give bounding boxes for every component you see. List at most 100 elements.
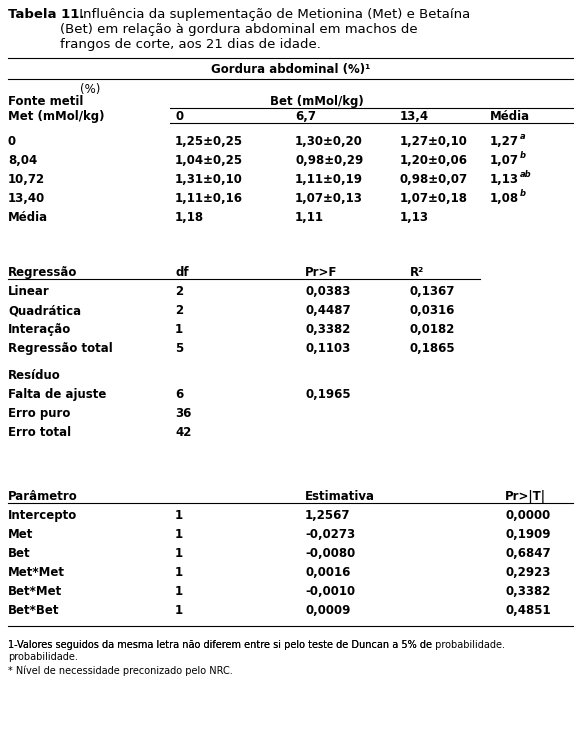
Text: probabilidade.: probabilidade. [8, 652, 78, 662]
Text: 1,13: 1,13 [400, 211, 429, 224]
Text: Regressão total: Regressão total [8, 342, 113, 355]
Text: 1: 1 [175, 585, 183, 598]
Text: -0,0080: -0,0080 [305, 547, 355, 560]
Text: 42: 42 [175, 426, 191, 439]
Text: 1,08: 1,08 [490, 192, 519, 205]
Text: Met*Met: Met*Met [8, 566, 65, 579]
Text: -0,0273: -0,0273 [305, 528, 355, 541]
Text: 0,0000: 0,0000 [505, 509, 550, 522]
Text: Pr>F: Pr>F [305, 266, 338, 279]
Text: b: b [520, 189, 526, 198]
Text: 0,2923: 0,2923 [505, 566, 550, 579]
Text: 1: 1 [175, 528, 183, 541]
Text: 6,7: 6,7 [295, 110, 316, 123]
Text: 2: 2 [175, 304, 183, 317]
Text: a: a [520, 132, 526, 141]
Text: 1,25±0,25: 1,25±0,25 [175, 135, 243, 148]
Text: 2: 2 [175, 285, 183, 298]
Text: 0,1367: 0,1367 [410, 285, 456, 298]
Text: Regressão: Regressão [8, 266, 77, 279]
Text: Erro total: Erro total [8, 426, 71, 439]
Text: R²: R² [410, 266, 424, 279]
Text: Parâmetro: Parâmetro [8, 490, 78, 503]
Text: 1,13: 1,13 [490, 173, 519, 186]
Text: frangos de corte, aos 21 dias de idade.: frangos de corte, aos 21 dias de idade. [60, 38, 321, 51]
Text: 1,20±0,06: 1,20±0,06 [400, 154, 468, 167]
Text: 0,1909: 0,1909 [505, 528, 551, 541]
Text: 0,4851: 0,4851 [505, 604, 551, 617]
Text: df: df [175, 266, 189, 279]
Text: Bet*Met: Bet*Met [8, 585, 62, 598]
Text: 1,27±0,10: 1,27±0,10 [400, 135, 468, 148]
Text: 0: 0 [8, 135, 16, 148]
Text: 1: 1 [175, 323, 183, 336]
Text: Intercepto: Intercepto [8, 509, 77, 522]
Text: 1: 1 [175, 604, 183, 617]
Text: Erro puro: Erro puro [8, 407, 70, 420]
Text: 0,3382: 0,3382 [305, 323, 350, 336]
Text: Gordura abdominal (%)¹: Gordura abdominal (%)¹ [211, 63, 370, 76]
Text: Linear: Linear [8, 285, 50, 298]
Text: 1-Valores seguidos da mesma letra não diferem entre si pelo teste de Duncan a 5%: 1-Valores seguidos da mesma letra não di… [8, 640, 432, 650]
Text: 1: 1 [175, 566, 183, 579]
Text: 0,4487: 0,4487 [305, 304, 350, 317]
Text: 13,40: 13,40 [8, 192, 45, 205]
Text: 1,18: 1,18 [175, 211, 204, 224]
Text: Interação: Interação [8, 323, 71, 336]
Text: Média: Média [8, 211, 48, 224]
Text: 5: 5 [175, 342, 183, 355]
Text: 0,0009: 0,0009 [305, 604, 350, 617]
Text: Influência da suplementação de Metionina (Met) e Betaína: Influência da suplementação de Metionina… [75, 8, 470, 21]
Text: 1,11±0,19: 1,11±0,19 [295, 173, 363, 186]
Text: 1,07±0,18: 1,07±0,18 [400, 192, 468, 205]
Text: 0,1965: 0,1965 [305, 388, 350, 401]
Text: 0,3382: 0,3382 [505, 585, 550, 598]
Text: Bet*Bet: Bet*Bet [8, 604, 59, 617]
Text: Met: Met [8, 528, 33, 541]
Text: 0,1865: 0,1865 [410, 342, 456, 355]
Text: 0,0316: 0,0316 [410, 304, 456, 317]
Text: 0,98±0,29: 0,98±0,29 [295, 154, 363, 167]
Text: 1,31±0,10: 1,31±0,10 [175, 173, 243, 186]
Text: Média: Média [490, 110, 530, 123]
Text: 0,1103: 0,1103 [305, 342, 350, 355]
Text: -0,0010: -0,0010 [305, 585, 355, 598]
Text: Resíduo: Resíduo [8, 369, 61, 382]
Text: * Nível de necessidade preconizado pelo NRC.: * Nível de necessidade preconizado pelo … [8, 665, 233, 676]
Text: (%): (%) [80, 83, 101, 96]
Text: b: b [520, 151, 526, 160]
Text: ab: ab [520, 170, 532, 179]
Text: 1,11: 1,11 [295, 211, 324, 224]
Text: 36: 36 [175, 407, 191, 420]
Text: 0,0383: 0,0383 [305, 285, 350, 298]
Text: Bet: Bet [8, 547, 31, 560]
Text: 13,4: 13,4 [400, 110, 429, 123]
Text: Estimativa: Estimativa [305, 490, 375, 503]
Text: 1,2567: 1,2567 [305, 509, 350, 522]
Text: Quadrática: Quadrática [8, 304, 81, 317]
Text: 1,11±0,16: 1,11±0,16 [175, 192, 243, 205]
Text: Falta de ajuste: Falta de ajuste [8, 388, 106, 401]
Text: 1-Valores seguidos da mesma letra não diferem entre si pelo teste de Duncan a 5%: 1-Valores seguidos da mesma letra não di… [8, 640, 505, 650]
Text: 1: 1 [175, 547, 183, 560]
Text: 1,27: 1,27 [490, 135, 519, 148]
Text: 1,07: 1,07 [490, 154, 519, 167]
Text: 0,0182: 0,0182 [410, 323, 456, 336]
Text: 0,98±0,07: 0,98±0,07 [400, 173, 468, 186]
Text: (Bet) em relação à gordura abdominal em machos de: (Bet) em relação à gordura abdominal em … [60, 23, 418, 36]
Text: 1: 1 [175, 509, 183, 522]
Text: 1,30±0,20: 1,30±0,20 [295, 135, 363, 148]
Text: 10,72: 10,72 [8, 173, 45, 186]
Text: 0,6847: 0,6847 [505, 547, 551, 560]
Text: Pr>|T|: Pr>|T| [505, 490, 546, 503]
Text: 1,07±0,13: 1,07±0,13 [295, 192, 363, 205]
Text: 6: 6 [175, 388, 183, 401]
Text: Bet (mMol/kg): Bet (mMol/kg) [270, 95, 364, 108]
Text: 1,04±0,25: 1,04±0,25 [175, 154, 243, 167]
Text: 0,0016: 0,0016 [305, 566, 350, 579]
Text: Met (mMol/kg): Met (mMol/kg) [8, 110, 105, 123]
Text: 0: 0 [175, 110, 183, 123]
Text: 8,04: 8,04 [8, 154, 37, 167]
Text: Tabela 11.: Tabela 11. [8, 8, 84, 21]
Text: Fonte metil: Fonte metil [8, 95, 84, 108]
